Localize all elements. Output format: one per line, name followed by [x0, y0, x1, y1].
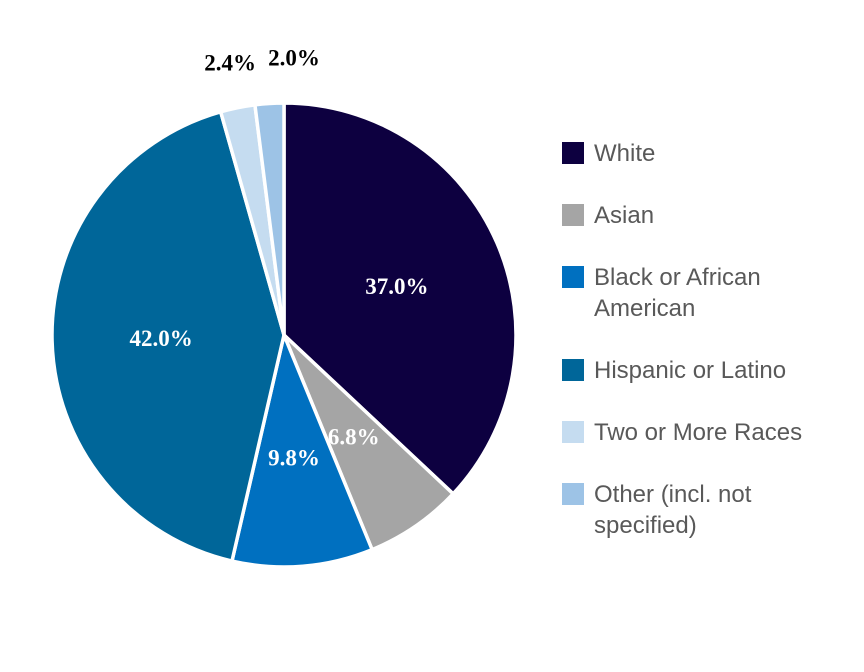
pie-slice-white	[282, 101, 518, 496]
legend-swatch	[562, 483, 584, 505]
legend-label: Black or African American	[594, 264, 761, 322]
legend-swatch	[562, 142, 584, 164]
legend-swatch	[562, 359, 584, 381]
legend-label: Hispanic or Latino	[594, 357, 787, 384]
legend: White Asian Black or African American Hispa…	[562, 138, 834, 572]
legend-label: Other (incl. not specified)	[594, 481, 752, 539]
legend-swatch	[562, 266, 584, 288]
legend-label: White	[594, 140, 656, 167]
legend-swatch	[562, 421, 584, 443]
legend-label: Asian	[594, 202, 655, 229]
pie-slice-other-incl-not-specified	[253, 101, 286, 337]
data-label: 6.8%	[328, 424, 380, 449]
pie-slice-black-or-african-american	[230, 333, 374, 569]
legend-item: Black or African American	[562, 262, 834, 324]
data-label: 9.8%	[268, 446, 320, 471]
legend-item: Hispanic or Latino	[562, 355, 834, 386]
data-label: 42.0%	[129, 326, 192, 351]
data-label: 2.4%	[204, 50, 256, 75]
legend-swatch	[562, 204, 584, 226]
legend-label: Two or More Races	[594, 419, 803, 446]
legend-item: Asian	[562, 200, 834, 231]
pie-slice-hispanic-or-latino	[50, 110, 286, 563]
legend-item: White	[562, 138, 834, 169]
legend-item: Two or More Races	[562, 417, 834, 448]
data-label: 37.0%	[365, 274, 428, 299]
data-label: 2.0%	[268, 46, 320, 71]
legend-item: Other (incl. not specified)	[562, 479, 834, 541]
